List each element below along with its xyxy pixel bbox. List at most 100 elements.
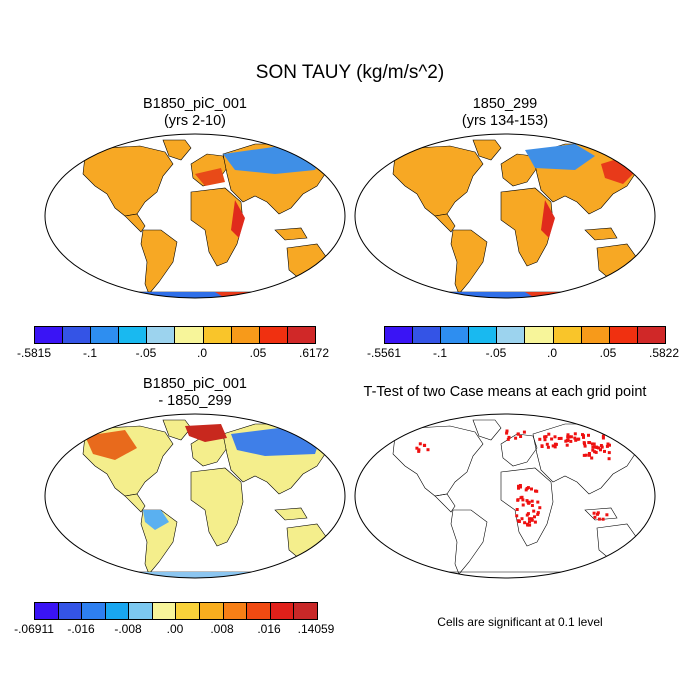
colorbar-1-tick-label: .05 xyxy=(249,346,267,360)
panel-4-map xyxy=(354,413,656,579)
significance-cell xyxy=(530,499,534,503)
colorbar-2-tick-label: .05 xyxy=(599,346,617,360)
significance-cell xyxy=(515,514,519,518)
colorbar-3-box xyxy=(176,603,201,619)
colorbar-2-box xyxy=(525,327,554,343)
significance-cell xyxy=(519,435,523,438)
significance-cell xyxy=(525,487,529,490)
significance-cell xyxy=(536,511,540,515)
significance-cell xyxy=(590,442,594,446)
significance-cell xyxy=(591,445,595,449)
significance-cell xyxy=(417,449,421,453)
significance-cell xyxy=(566,435,570,439)
significance-cell xyxy=(597,517,601,521)
colorbar-3-box xyxy=(152,603,177,619)
colorbar-1-tick-label: -.1 xyxy=(82,346,98,360)
significance-cell xyxy=(517,486,520,490)
colorbar-1-box xyxy=(175,327,204,343)
colorbar-2 xyxy=(384,326,666,344)
significance-cell xyxy=(559,436,563,440)
significance-cell xyxy=(532,509,536,513)
significance-cell xyxy=(605,513,609,517)
colorbar-2-tick-label: .0 xyxy=(546,346,558,360)
colorbar-2-box xyxy=(581,327,610,343)
panel-2-map xyxy=(354,133,656,299)
significance-cell xyxy=(534,489,537,493)
colorbar-2-box xyxy=(469,327,498,343)
significance-cell xyxy=(505,431,509,435)
significance-cell xyxy=(517,484,520,488)
colorbar-3-tick-label: -.008 xyxy=(114,622,142,636)
panel-1-map xyxy=(44,133,346,299)
significance-cell xyxy=(601,436,605,440)
panel-4-title: T-Test of two Case means at each grid po… xyxy=(345,384,665,401)
panel-2-title-line1: 1850_299 xyxy=(472,96,538,112)
significance-cell xyxy=(582,435,585,439)
colorbar-1 xyxy=(34,326,316,344)
significance-cell xyxy=(588,453,591,457)
significance-cell xyxy=(582,453,586,457)
significance-cell xyxy=(521,503,525,507)
significance-cell xyxy=(605,444,609,448)
significance-cell xyxy=(423,444,427,447)
significance-cell xyxy=(516,432,520,436)
significance-cell xyxy=(540,445,544,448)
colorbar-3-box xyxy=(58,603,83,619)
colorbar-2-box xyxy=(637,327,665,343)
significance-cell xyxy=(536,500,540,504)
colorbar-2-labels: -.5561 -.1 -.05 .0 .05 .5822 xyxy=(367,346,679,362)
significance-cell xyxy=(583,442,586,446)
significance-cell xyxy=(543,438,547,442)
significance-cell xyxy=(599,448,602,452)
colorbar-3-box xyxy=(223,603,248,619)
significance-cell xyxy=(606,442,610,446)
colorbar-1-box xyxy=(203,327,232,343)
colorbar-3-box xyxy=(105,603,130,619)
significance-cell xyxy=(516,498,520,502)
significance-cell xyxy=(520,517,524,521)
significance-cell xyxy=(517,520,521,523)
significance-note: Cells are significant at 0.1 level xyxy=(437,615,603,629)
colorbar-1-box xyxy=(35,327,64,343)
colorbar-1-tick-label: -.05 xyxy=(135,346,157,360)
significance-cells xyxy=(415,429,616,578)
panel-4-title-line1: T-Test of two Case means at each grid po… xyxy=(363,384,647,400)
significance-cell xyxy=(593,445,597,449)
colorbar-3-box xyxy=(294,603,317,619)
colorbar-1-box xyxy=(287,327,315,343)
significance-cell xyxy=(612,575,616,578)
colorbar-3-tick-label: .008 xyxy=(210,622,234,636)
significance-cell xyxy=(596,511,600,515)
colorbar-3-box xyxy=(270,603,295,619)
colorbar-3-tick-label: .016 xyxy=(257,622,281,636)
significance-cell xyxy=(530,517,534,521)
significance-cell xyxy=(417,448,421,452)
significance-cell xyxy=(547,432,551,436)
colorbar-3-tick-label: -.016 xyxy=(67,622,95,636)
significance-cell xyxy=(530,504,534,507)
figure-title: SON TAUY (kg/m/s^2) xyxy=(255,62,445,83)
colorbar-1-tick-label: -.5815 xyxy=(16,346,52,360)
colorbar-3-tick-label: .00 xyxy=(166,622,184,636)
significance-cell xyxy=(566,433,570,437)
significance-cell xyxy=(591,448,595,452)
significance-cell xyxy=(426,448,430,452)
significance-cell xyxy=(611,576,615,578)
significance-cell xyxy=(601,434,605,438)
significance-cell xyxy=(607,457,611,461)
significance-cell xyxy=(415,446,419,450)
significance-cell xyxy=(600,445,604,449)
significance-cell xyxy=(507,435,511,439)
significance-cell xyxy=(546,445,550,449)
panel-1-title-line1: B1850_piC_001 xyxy=(142,96,247,112)
significance-cell xyxy=(567,435,571,439)
colorbar-2-tick-label: -.5561 xyxy=(366,346,402,360)
significance-cell xyxy=(530,518,534,522)
significance-cell xyxy=(525,499,529,503)
significance-cell xyxy=(518,484,522,487)
colorbar-2-box xyxy=(441,327,470,343)
panel-3-title-line2: - 1850_299 xyxy=(158,393,232,409)
colorbar-2-tick-label: -.1 xyxy=(432,346,448,360)
significance-cell xyxy=(553,442,557,446)
significance-cell xyxy=(557,437,561,440)
